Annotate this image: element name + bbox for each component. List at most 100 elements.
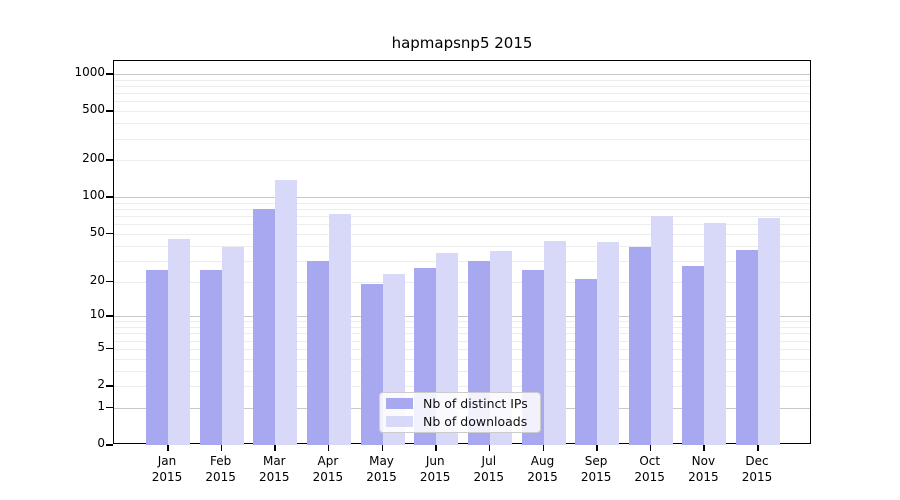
distinct-ips-swatch bbox=[386, 398, 413, 409]
bar-ips-dec bbox=[736, 249, 758, 445]
minor-gridline bbox=[114, 348, 810, 350]
minor-gridline bbox=[114, 138, 810, 140]
x-tick-label: Jan 2015 bbox=[151, 454, 183, 484]
y-tick-mark bbox=[106, 196, 113, 198]
minor-gridline bbox=[114, 340, 810, 342]
bar-ips-mar bbox=[253, 209, 276, 445]
y-tick-label: 2 bbox=[97, 377, 105, 391]
minor-gridline bbox=[114, 209, 810, 210]
minor-gridline bbox=[114, 79, 810, 81]
y-tick-mark bbox=[106, 110, 113, 112]
chart-title: hapmapsnp5 2015 bbox=[391, 34, 533, 52]
minor-gridline bbox=[114, 86, 810, 87]
minor-gridline bbox=[114, 281, 810, 283]
x-tick-label: Dec 2015 bbox=[741, 454, 773, 484]
x-tick-mark bbox=[220, 445, 223, 451]
minor-gridline bbox=[114, 160, 810, 162]
x-tick-label: May 2015 bbox=[366, 454, 397, 484]
x-tick-mark bbox=[274, 445, 276, 451]
minor-gridline bbox=[114, 101, 810, 103]
minor-gridline bbox=[114, 358, 810, 360]
bar-downloads-mar bbox=[275, 180, 298, 445]
bar-downloads-sep bbox=[597, 241, 620, 445]
bar-downloads-feb bbox=[221, 246, 244, 445]
x-tick-label: Aug 2015 bbox=[527, 454, 558, 484]
minor-gridline bbox=[114, 233, 810, 235]
minor-gridline bbox=[114, 327, 810, 328]
legend-label: Nb of distinct IPs bbox=[423, 396, 528, 411]
legend-item-distinct-ips: Nb of distinct IPs bbox=[386, 396, 534, 411]
y-tick-mark bbox=[106, 406, 113, 409]
x-tick-mark bbox=[488, 445, 491, 451]
minor-gridline bbox=[114, 224, 810, 226]
y-tick-label: 1 bbox=[97, 398, 105, 413]
x-tick-mark bbox=[703, 445, 705, 451]
x-tick-mark bbox=[757, 445, 759, 451]
y-tick-mark bbox=[106, 159, 113, 161]
bar-ips-apr bbox=[306, 260, 329, 445]
minor-gridline bbox=[114, 123, 810, 125]
minor-gridline bbox=[114, 333, 810, 335]
legend-item-downloads: Nb of downloads bbox=[386, 414, 534, 429]
y-tick-mark bbox=[106, 232, 113, 235]
minor-gridline bbox=[114, 216, 810, 218]
bar-downloads-aug bbox=[543, 240, 566, 445]
y-tick-label: 5 bbox=[97, 339, 105, 354]
y-tick-label: 10 bbox=[89, 307, 105, 322]
minor-gridline bbox=[114, 386, 810, 387]
x-tick-label: Apr 2015 bbox=[312, 454, 344, 484]
x-tick-label: Sep 2015 bbox=[580, 454, 612, 484]
y-tick-label: 0 bbox=[97, 436, 105, 450]
major-gridline bbox=[114, 197, 810, 199]
bar-ips-feb bbox=[199, 270, 222, 445]
x-tick-mark bbox=[649, 445, 652, 451]
x-tick-label: Jul 2015 bbox=[473, 454, 505, 484]
x-tick-mark bbox=[542, 445, 544, 451]
bar-ips-nov bbox=[682, 266, 705, 445]
x-tick-mark bbox=[435, 445, 437, 451]
y-tick-label: 50 bbox=[89, 224, 105, 239]
y-tick-label: 1000 bbox=[74, 65, 105, 79]
minor-gridline bbox=[114, 370, 810, 372]
major-gridline bbox=[114, 74, 810, 75]
minor-gridline bbox=[114, 245, 810, 247]
minor-gridline bbox=[114, 321, 810, 323]
bar-ips-sep bbox=[575, 279, 598, 445]
bar-downloads-dec bbox=[758, 218, 780, 445]
y-tick-label: 100 bbox=[82, 188, 105, 203]
minor-gridline bbox=[114, 260, 810, 262]
plot-area bbox=[113, 60, 811, 445]
y-tick-mark bbox=[106, 444, 113, 446]
y-tick-mark bbox=[106, 73, 113, 75]
bar-downloads-apr bbox=[328, 213, 351, 445]
x-tick-mark bbox=[381, 445, 383, 451]
x-tick-label: Mar 2015 bbox=[259, 454, 290, 484]
downloads-swatch bbox=[386, 416, 413, 427]
bar-ips-jan bbox=[146, 270, 168, 445]
bar-downloads-oct bbox=[650, 216, 673, 445]
x-tick-label: Nov 2015 bbox=[688, 454, 719, 484]
y-tick-mark bbox=[106, 315, 113, 317]
major-gridline bbox=[114, 316, 810, 318]
minor-gridline bbox=[114, 202, 810, 204]
bar-ips-oct bbox=[628, 246, 651, 445]
legend: Nb of distinct IPs Nb of downloads bbox=[379, 392, 541, 433]
minor-gridline bbox=[114, 93, 810, 95]
legend-label: Nb of downloads bbox=[423, 414, 528, 429]
x-tick-mark bbox=[596, 445, 598, 451]
x-tick-mark bbox=[167, 445, 169, 451]
y-tick-label: 500 bbox=[82, 102, 105, 117]
bar-downloads-jan bbox=[168, 239, 190, 445]
y-tick-label: 200 bbox=[82, 151, 105, 166]
x-tick-label: Oct 2015 bbox=[634, 454, 665, 484]
bar-downloads-nov bbox=[704, 223, 727, 445]
y-tick-mark bbox=[106, 280, 113, 282]
x-tick-label: Jun 2015 bbox=[419, 454, 451, 484]
y-tick-mark bbox=[106, 385, 113, 387]
bar-ips-may bbox=[360, 284, 383, 445]
y-tick-label: 20 bbox=[89, 272, 105, 287]
x-tick-label: Feb 2015 bbox=[205, 454, 236, 484]
y-tick-mark bbox=[106, 347, 113, 350]
minor-gridline bbox=[114, 111, 810, 113]
